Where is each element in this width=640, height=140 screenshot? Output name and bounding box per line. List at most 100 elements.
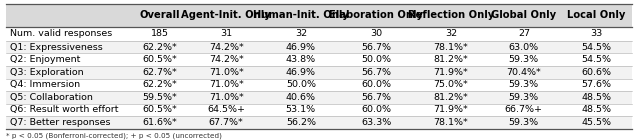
Text: 70.4%*: 70.4%*	[506, 68, 541, 77]
Text: 54.5%: 54.5%	[581, 43, 611, 52]
Text: 59.3%: 59.3%	[509, 80, 539, 89]
FancyBboxPatch shape	[263, 91, 339, 104]
Text: 56.7%: 56.7%	[362, 43, 391, 52]
FancyBboxPatch shape	[339, 53, 414, 66]
FancyBboxPatch shape	[130, 104, 189, 116]
FancyBboxPatch shape	[189, 41, 263, 53]
FancyBboxPatch shape	[488, 116, 560, 129]
FancyBboxPatch shape	[560, 53, 632, 66]
FancyBboxPatch shape	[130, 41, 189, 53]
FancyBboxPatch shape	[189, 91, 263, 104]
FancyBboxPatch shape	[189, 116, 263, 129]
Text: 71.0%*: 71.0%*	[209, 68, 244, 77]
Text: 64.5%+: 64.5%+	[207, 105, 245, 114]
FancyBboxPatch shape	[263, 53, 339, 66]
FancyBboxPatch shape	[339, 91, 414, 104]
FancyBboxPatch shape	[189, 4, 263, 27]
Text: 74.2%*: 74.2%*	[209, 43, 244, 52]
FancyBboxPatch shape	[414, 116, 488, 129]
Text: Human-Init. Only: Human-Init. Only	[253, 10, 349, 20]
Text: 71.0%*: 71.0%*	[209, 93, 244, 102]
Text: 63.3%: 63.3%	[361, 118, 392, 127]
FancyBboxPatch shape	[414, 27, 488, 41]
Text: 56.2%: 56.2%	[286, 118, 316, 127]
Text: 31: 31	[220, 29, 232, 38]
FancyBboxPatch shape	[488, 27, 560, 41]
FancyBboxPatch shape	[130, 91, 189, 104]
FancyBboxPatch shape	[189, 53, 263, 66]
FancyBboxPatch shape	[488, 4, 560, 27]
Text: Num. valid responses: Num. valid responses	[10, 29, 113, 38]
FancyBboxPatch shape	[414, 91, 488, 104]
FancyBboxPatch shape	[130, 4, 189, 27]
Text: 50.0%: 50.0%	[362, 55, 391, 64]
Text: 60.5%*: 60.5%*	[142, 55, 177, 64]
FancyBboxPatch shape	[488, 104, 560, 116]
Text: Elaboration Only: Elaboration Only	[330, 10, 423, 20]
Text: 59.3%: 59.3%	[509, 118, 539, 127]
Text: 60.6%: 60.6%	[581, 68, 611, 77]
FancyBboxPatch shape	[130, 66, 189, 79]
Text: 59.5%*: 59.5%*	[142, 93, 177, 102]
Text: 40.6%: 40.6%	[286, 93, 316, 102]
FancyBboxPatch shape	[130, 79, 189, 91]
Text: Local Only: Local Only	[567, 10, 625, 20]
FancyBboxPatch shape	[189, 104, 263, 116]
FancyBboxPatch shape	[263, 116, 339, 129]
FancyBboxPatch shape	[339, 4, 414, 27]
FancyBboxPatch shape	[6, 66, 130, 79]
FancyBboxPatch shape	[560, 104, 632, 116]
Text: 63.0%: 63.0%	[509, 43, 539, 52]
FancyBboxPatch shape	[488, 53, 560, 66]
Text: 62.7%*: 62.7%*	[142, 68, 177, 77]
FancyBboxPatch shape	[130, 116, 189, 129]
Text: 43.8%: 43.8%	[285, 55, 316, 64]
FancyBboxPatch shape	[560, 27, 632, 41]
FancyBboxPatch shape	[6, 27, 130, 41]
FancyBboxPatch shape	[189, 66, 263, 79]
Text: 59.3%: 59.3%	[509, 55, 539, 64]
FancyBboxPatch shape	[560, 79, 632, 91]
Text: Q1: Expressiveness: Q1: Expressiveness	[10, 43, 103, 52]
Text: 45.5%: 45.5%	[581, 118, 611, 127]
FancyBboxPatch shape	[6, 79, 130, 91]
Text: Agent-Init. Only: Agent-Init. Only	[181, 10, 271, 20]
Text: 46.9%: 46.9%	[286, 68, 316, 77]
Text: 57.6%: 57.6%	[581, 80, 611, 89]
Text: Q3: Exploration: Q3: Exploration	[10, 68, 84, 77]
Text: 32: 32	[445, 29, 457, 38]
Text: 56.7%: 56.7%	[362, 68, 391, 77]
FancyBboxPatch shape	[414, 66, 488, 79]
Text: 74.2%*: 74.2%*	[209, 55, 244, 64]
Text: 32: 32	[295, 29, 307, 38]
FancyBboxPatch shape	[414, 53, 488, 66]
FancyBboxPatch shape	[339, 116, 414, 129]
FancyBboxPatch shape	[488, 66, 560, 79]
Text: 71.9%*: 71.9%*	[433, 68, 468, 77]
Text: 27: 27	[518, 29, 530, 38]
Text: 60.0%: 60.0%	[362, 105, 391, 114]
Text: 46.9%: 46.9%	[286, 43, 316, 52]
Text: 71.9%*: 71.9%*	[433, 105, 468, 114]
FancyBboxPatch shape	[6, 4, 130, 27]
FancyBboxPatch shape	[560, 66, 632, 79]
FancyBboxPatch shape	[263, 104, 339, 116]
Text: 185: 185	[150, 29, 169, 38]
Text: 56.7%: 56.7%	[362, 93, 391, 102]
FancyBboxPatch shape	[414, 4, 488, 27]
Text: 78.1%*: 78.1%*	[433, 43, 468, 52]
FancyBboxPatch shape	[263, 41, 339, 53]
FancyBboxPatch shape	[339, 66, 414, 79]
Text: 66.7%+: 66.7%+	[505, 105, 543, 114]
Text: Overall: Overall	[140, 10, 180, 20]
Text: 62.2%*: 62.2%*	[142, 80, 177, 89]
Text: 59.3%: 59.3%	[509, 93, 539, 102]
Text: 50.0%: 50.0%	[286, 80, 316, 89]
FancyBboxPatch shape	[130, 53, 189, 66]
Text: Global Only: Global Only	[492, 10, 556, 20]
Text: 75.0%*: 75.0%*	[433, 80, 468, 89]
FancyBboxPatch shape	[6, 53, 130, 66]
FancyBboxPatch shape	[263, 79, 339, 91]
FancyBboxPatch shape	[339, 104, 414, 116]
FancyBboxPatch shape	[130, 27, 189, 41]
